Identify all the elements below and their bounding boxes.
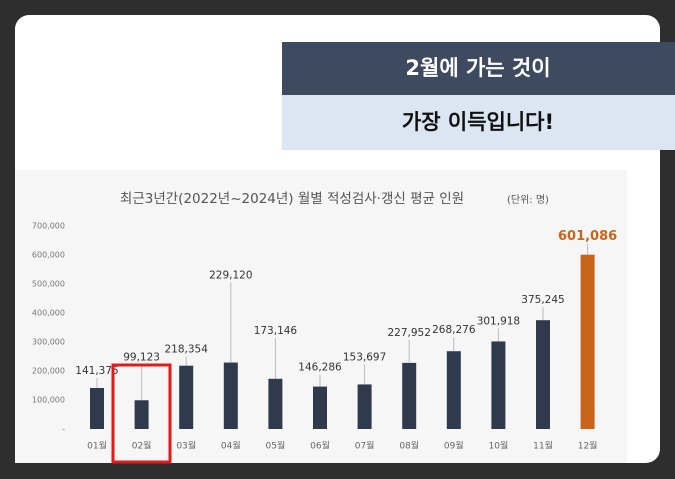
x-tick-label: 07월 [355, 440, 375, 452]
value-label: 218,354 [164, 344, 208, 356]
bar [536, 320, 550, 429]
value-label: 173,146 [254, 325, 298, 337]
bar [402, 362, 417, 429]
chart-subtitle: (단위: 명) [507, 193, 549, 206]
value-label: 99,123 [123, 351, 160, 363]
value-label: 601,086 [558, 229, 617, 244]
banner-top [282, 42, 675, 95]
y-tick-label: 100,000 [32, 396, 65, 405]
value-label: 268,276 [432, 324, 476, 336]
bar [179, 365, 194, 429]
x-tick-label: 01월 [87, 440, 107, 452]
bar [90, 388, 104, 429]
x-tick-label: 10월 [489, 440, 509, 452]
x-tick-label: 03월 [176, 440, 196, 452]
y-tick-label: - [62, 425, 65, 434]
bar [580, 254, 595, 429]
y-tick-label: 500,000 [32, 280, 65, 289]
banner-bottom [282, 95, 675, 150]
x-tick-label: 12월 [578, 440, 598, 452]
value-label: 227,952 [387, 327, 430, 339]
bar [313, 386, 327, 429]
bar [223, 362, 238, 429]
chart-title: 최근3년간(2022년~2024년) 월별 적성검사·갱신 평균 인원 [120, 191, 464, 207]
x-tick-label: 04월 [221, 440, 241, 452]
value-label: 375,245 [521, 294, 564, 306]
highlight-box [111, 363, 172, 464]
bar [134, 400, 149, 429]
bar [446, 351, 461, 429]
y-tick-label: 700,000 [32, 222, 65, 231]
y-tick-label: 200,000 [32, 367, 65, 376]
y-tick-label: 400,000 [32, 309, 65, 318]
value-label: 229,120 [209, 270, 252, 282]
y-tick-label: 300,000 [32, 338, 65, 347]
x-tick-label: 02월 [132, 440, 152, 452]
value-label: 301,918 [477, 315, 520, 327]
x-tick-label: 05월 [266, 440, 286, 452]
bar [268, 378, 283, 429]
x-tick-label: 08월 [399, 440, 419, 452]
bar [357, 384, 372, 429]
x-tick-label: 09월 [444, 440, 464, 452]
value-label: 153,697 [343, 351, 386, 363]
banner-line2: 가장 이득입니다! [402, 110, 554, 134]
value-label: 146,286 [298, 362, 342, 374]
y-tick-label: 600,000 [32, 251, 65, 260]
x-tick-label: 11월 [533, 440, 553, 452]
banner-line1: 2월에 가는 것이 [405, 56, 550, 80]
bar [491, 341, 506, 429]
x-tick-label: 06월 [310, 440, 330, 452]
value-label: 141,375 [75, 365, 118, 377]
